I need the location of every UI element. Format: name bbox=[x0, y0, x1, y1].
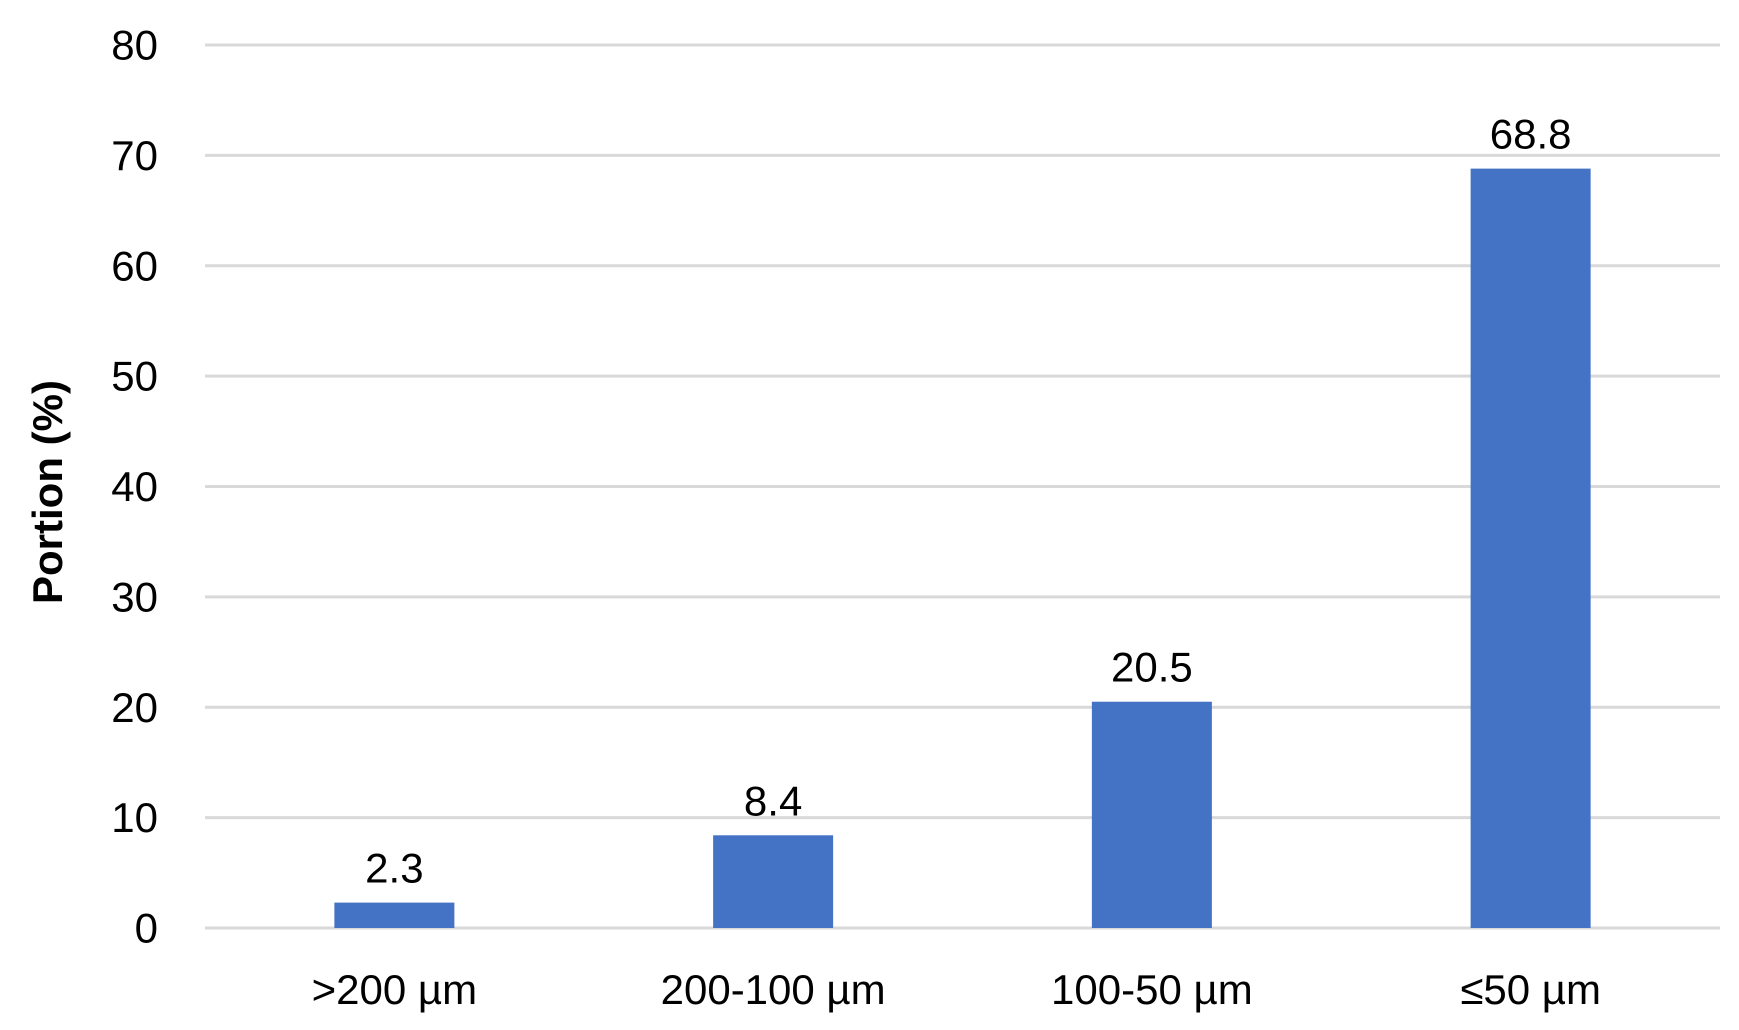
y-axis-ticks: 0 10 20 30 40 50 60 70 80 bbox=[111, 22, 158, 952]
x-tick-label: 200-100 µm bbox=[661, 966, 886, 1013]
y-tick-label: 70 bbox=[111, 132, 158, 179]
y-axis-title: Portion (%) bbox=[24, 380, 71, 604]
bar bbox=[1091, 701, 1212, 928]
gridlines bbox=[205, 43, 1720, 930]
data-label: 68.8 bbox=[1490, 111, 1572, 158]
bar bbox=[1470, 168, 1591, 928]
y-tick-label: 0 bbox=[135, 905, 158, 952]
bar bbox=[713, 835, 834, 928]
x-tick-label: ≤50 µm bbox=[1460, 966, 1601, 1013]
y-tick-label: 40 bbox=[111, 463, 158, 510]
x-tick-label: 100-50 µm bbox=[1051, 966, 1253, 1013]
y-tick-label: 60 bbox=[111, 242, 158, 289]
data-labels: 2.3 8.4 20.5 68.8 bbox=[365, 111, 1571, 892]
x-tick-label: >200 µm bbox=[312, 966, 477, 1013]
y-tick-label: 80 bbox=[111, 22, 158, 69]
data-label: 2.3 bbox=[365, 845, 423, 892]
x-axis-ticks: >200 µm 200-100 µm 100-50 µm ≤50 µm bbox=[312, 966, 1601, 1013]
y-tick-label: 50 bbox=[111, 353, 158, 400]
data-label: 8.4 bbox=[744, 777, 802, 824]
y-tick-label: 20 bbox=[111, 684, 158, 731]
bar bbox=[334, 902, 455, 928]
y-tick-label: 30 bbox=[111, 573, 158, 620]
bars bbox=[334, 168, 1591, 928]
data-label: 20.5 bbox=[1111, 644, 1193, 691]
y-tick-label: 10 bbox=[111, 794, 158, 841]
